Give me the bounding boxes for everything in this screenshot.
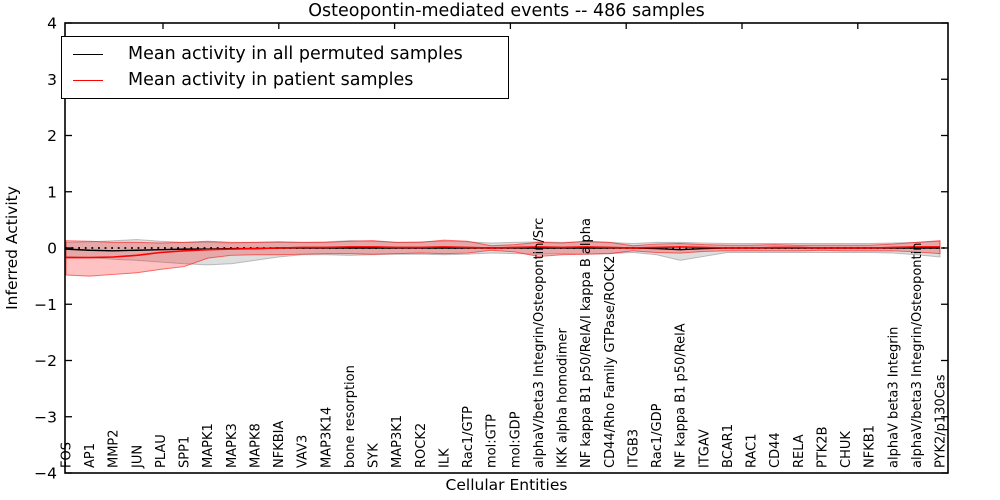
legend-item-patient: Mean activity in patient samples <box>62 69 508 90</box>
x-tick-label-entity: alphaV/beta3 Integrin/Osteopontin <box>910 243 925 468</box>
x-tick-label-entity: ILK <box>437 448 452 468</box>
x-tick-label-entity: MAPK3 <box>225 423 240 468</box>
y-tick-label: −1 <box>34 296 57 314</box>
x-tick-label-entity: RELA <box>792 434 807 468</box>
x-tick-label-entity: MMP2 <box>107 429 122 468</box>
x-tick-label-entity: CD44/Rho Family GTPase/ROCK2 <box>603 256 618 468</box>
x-axis-title: Cellular Entities <box>445 476 568 494</box>
x-tick-label-entity: RAC1 <box>745 433 760 468</box>
x-tick-label-entity: mol:GDP <box>508 411 523 468</box>
patient-band <box>65 239 941 277</box>
legend: Mean activity in all permuted samples Me… <box>61 36 509 99</box>
x-tick-label-entity: MAP3K1 <box>390 415 405 468</box>
x-tick-label-entity: MAPK8 <box>248 423 263 468</box>
y-tick-label: 3 <box>47 71 57 89</box>
x-tick-label-entity: alphaV/beta3 Integrin/Osteopontin/Src <box>532 218 547 468</box>
x-tick-label-entity: VAV3 <box>296 435 311 468</box>
y-tick-label: 2 <box>47 127 57 145</box>
patient-line-sample-icon <box>73 80 103 82</box>
y-tick-label: 4 <box>47 15 57 33</box>
x-tick-label-entity: IKK alpha homodimer <box>556 327 571 468</box>
x-tick-label-entity: PLAU <box>154 434 169 468</box>
patient-mean-line <box>66 246 940 259</box>
x-tick-label-entity: NFKBIA <box>272 421 287 468</box>
y-tick-label: −3 <box>34 408 57 426</box>
permuted-line-sample-icon <box>73 53 103 55</box>
legend-label-patient: Mean activity in patient samples <box>128 69 414 90</box>
x-tick-label-entity: NF kappa B1 p50/RelA <box>674 323 689 468</box>
x-tick-label-entity: NF kappa B1 p50/RelA/I kappa B alpha <box>579 218 594 468</box>
legend-item-permuted: Mean activity in all permuted samples <box>62 43 508 64</box>
x-tick-label-entity: BCAR1 <box>721 424 736 468</box>
y-tick-label: −2 <box>34 352 57 370</box>
x-tick-label-entity: alphaV beta3 Integrin <box>886 327 901 468</box>
y-axis-title: Inferred Activity <box>3 186 21 310</box>
x-tick-label-entity: ITGAV <box>697 429 712 468</box>
x-tick-label-entity: Rac1/GTP <box>461 406 476 468</box>
x-tick-label-entity: MAP3K14 <box>319 407 334 468</box>
x-tick-label-entity: SYK <box>367 443 382 468</box>
legend-label-permuted: Mean activity in all permuted samples <box>128 43 463 64</box>
y-tick-label: 1 <box>47 183 57 201</box>
x-tick-label-entity: Rac1/GDP <box>650 403 665 468</box>
chart-title: Osteopontin-mediated events -- 486 sampl… <box>308 1 705 21</box>
x-tick-label-entity: PTK2B <box>815 427 830 469</box>
x-tick-label-entity: PYK2/p130Cas <box>934 374 949 468</box>
x-tick-label-entity: CD44 <box>768 432 783 468</box>
x-tick-label-entity: JUN <box>130 445 145 469</box>
x-tick-label-entity: ROCK2 <box>414 423 429 468</box>
x-tick-label-entity: ITGB3 <box>626 429 641 468</box>
y-tick-label: −4 <box>34 465 57 483</box>
x-tick-label-entity: FOS <box>60 442 75 468</box>
x-tick-label-entity: mol:GTP <box>485 414 500 468</box>
x-tick-label-entity: AP1 <box>83 443 98 468</box>
x-tick-label-entity: bone resorption <box>343 365 358 468</box>
x-tick-label-entity: NFKB1 <box>863 425 878 468</box>
x-tick-label-entity: SPP1 <box>178 436 193 468</box>
x-tick-label-entity: CHUK <box>839 431 854 468</box>
x-tick-label-entity: MAPK1 <box>201 423 216 468</box>
y-tick-label: 0 <box>47 240 57 258</box>
